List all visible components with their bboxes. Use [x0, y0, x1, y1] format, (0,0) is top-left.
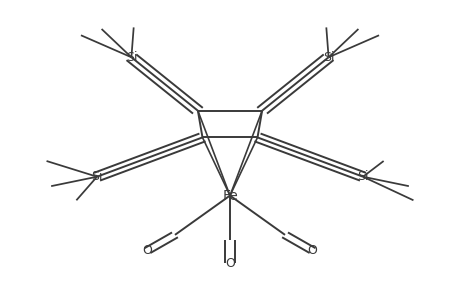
Text: Fe: Fe: [222, 189, 237, 202]
Text: Si: Si: [125, 51, 137, 64]
Text: O: O: [224, 257, 235, 270]
Text: Si: Si: [91, 170, 102, 183]
Text: O: O: [307, 244, 317, 257]
Text: Si: Si: [357, 170, 368, 183]
Text: Si: Si: [322, 51, 334, 64]
Text: O: O: [142, 244, 152, 257]
